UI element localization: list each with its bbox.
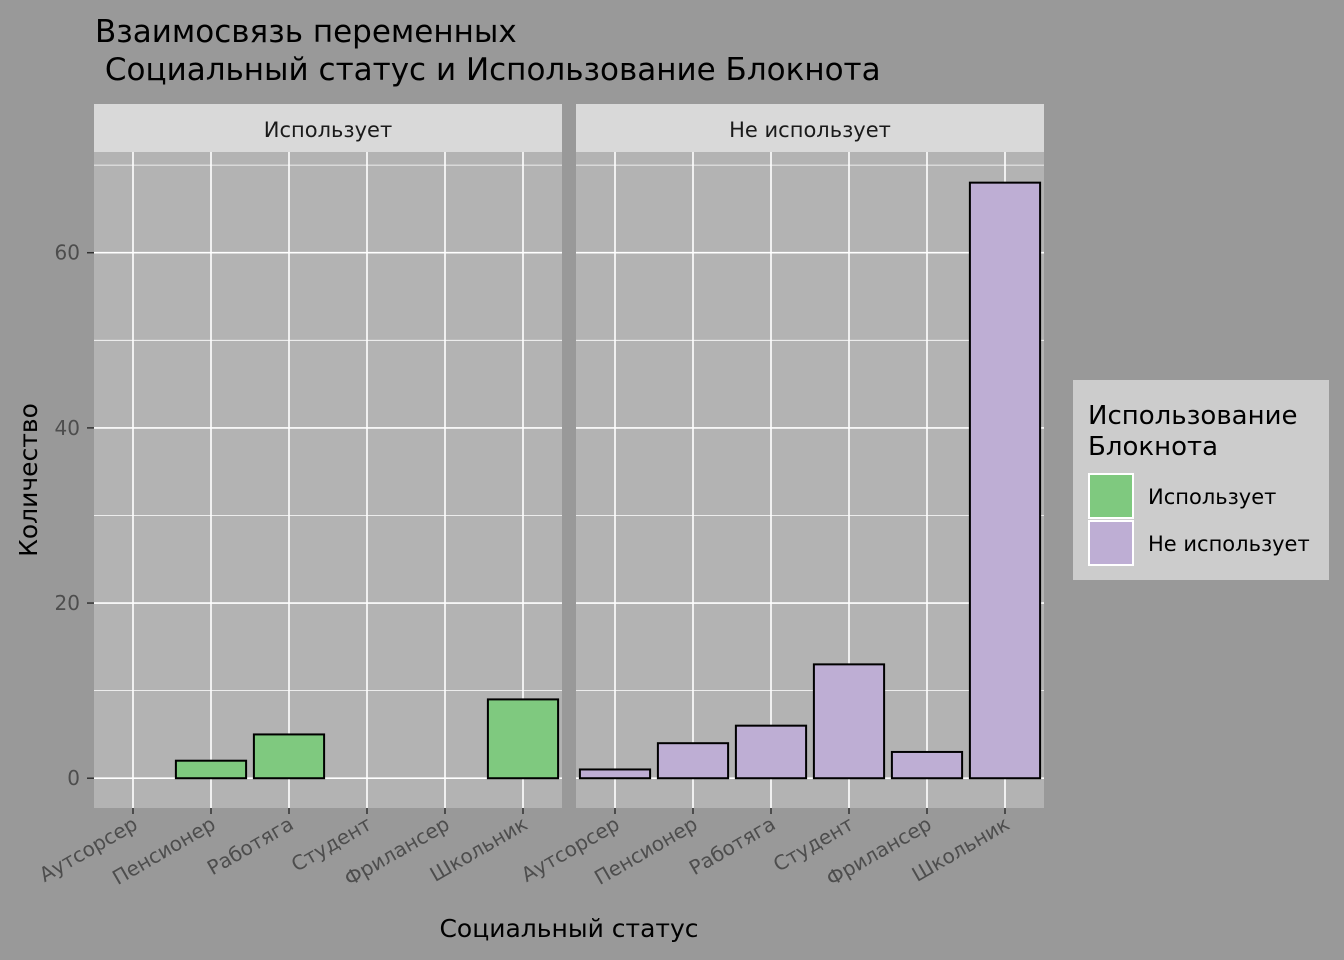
bar [812,663,886,780]
facet-panels: Использует Не использует [94,104,1044,808]
panel-background [94,152,562,808]
bar [578,768,652,780]
y-tick-label: 20 [55,591,80,615]
legend-title-line-1: Использование [1088,401,1297,431]
facet-panel: Не использует [576,104,1044,808]
bar [252,733,326,780]
facet-strip [576,104,1044,152]
chart-title-line-2: Социальный статус и Использование Блокно… [95,52,881,88]
facet-strip-label: Использует [264,118,392,142]
y-tick-label: 40 [55,416,80,440]
bar [734,724,808,780]
y-tick-label: 0 [67,766,80,790]
bar [174,759,248,780]
legend-keys: Использует Не использует [1088,473,1310,566]
legend-title-line-2: Блокнота [1088,432,1218,462]
y-axis: 0 20 40 60 [55,241,94,790]
legend-item: Не использует [1088,520,1310,566]
y-axis-title: Количество [14,403,43,557]
legend-label: Использует [1148,485,1276,509]
legend-swatch [1088,473,1134,519]
bar [656,742,730,780]
bar [968,181,1042,780]
facet-strip-label: Не использует [729,118,891,142]
x-axis-title: Социальный статус [439,914,698,943]
chart-title-line-1: Взаимосвязь переменных [95,14,517,50]
bar [486,698,560,780]
y-tick-label: 60 [55,241,80,265]
bar [890,750,964,780]
panel-background [576,152,1044,808]
legend-label: Не использует [1148,532,1310,556]
legend-item: Использует [1088,473,1276,519]
legend-swatch [1088,520,1134,566]
legend: Использование Блокнота Использует Не испо… [1073,380,1329,580]
facet-strip [94,104,562,152]
facet-panel: Использует [94,104,562,808]
